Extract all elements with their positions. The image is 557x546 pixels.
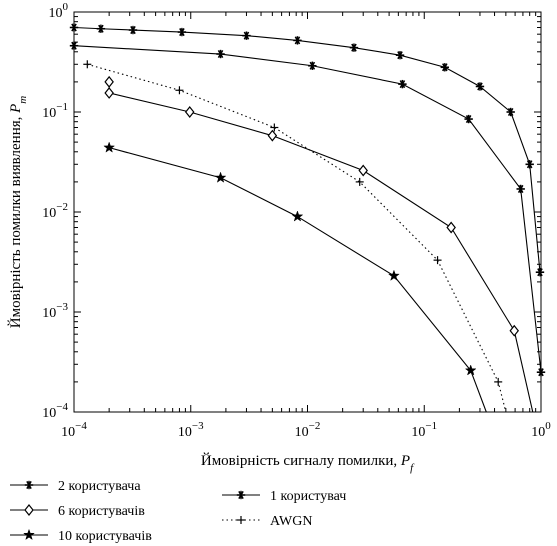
- x-tick-labels: 10−4 10−3 10−2 10−1 100: [61, 420, 551, 440]
- data-point: [433, 256, 442, 265]
- data-point: [267, 129, 278, 142]
- data-point: [525, 160, 534, 169]
- markers-layer: [69, 23, 546, 386]
- data-point: [446, 221, 456, 234]
- plot-area: [73, 11, 542, 413]
- y-tick-label: 10−1: [42, 101, 68, 121]
- legend-item: 2 користувача: [10, 479, 141, 494]
- data-point: [128, 25, 138, 35]
- x-axis-symbol: Pf: [400, 453, 415, 474]
- legend-label: 2 користувача: [58, 479, 141, 494]
- y-tick-label: 10−2: [42, 201, 68, 221]
- x-axis-title: Ймовірність сигналу помилки, Pf: [201, 452, 415, 474]
- data-point: [291, 210, 304, 222]
- data-point: [475, 82, 485, 91]
- legend-item: 10 користувачів: [10, 528, 152, 544]
- series-line-1: [108, 81, 534, 412]
- legend-marker: [23, 528, 35, 541]
- data-point: [270, 123, 279, 132]
- data-point: [494, 377, 503, 386]
- data-point: [358, 164, 368, 177]
- data-point: [214, 171, 227, 183]
- data-point: [535, 268, 545, 277]
- series-line-2: [109, 147, 487, 412]
- data-point: [96, 24, 106, 33]
- y-tick-labels: 10−4 10−3 10−2 10−1 100: [42, 1, 68, 421]
- data-point: [464, 114, 473, 124]
- x-tick-label: 10−4: [61, 420, 87, 440]
- data-point: [536, 368, 546, 377]
- legend-label: 1 користувач: [270, 489, 346, 504]
- legend-label: AWGN: [270, 514, 312, 529]
- data-point: [293, 36, 302, 45]
- data-point: [516, 184, 525, 194]
- data-point: [509, 324, 520, 337]
- legend-label: 10 користувачів: [58, 529, 152, 544]
- legend-marker: [236, 490, 246, 500]
- x-tick-label: 100: [531, 420, 551, 440]
- data-point: [308, 61, 317, 70]
- data-point: [349, 43, 359, 52]
- data-point: [242, 31, 251, 40]
- y-tick-label: 10−4: [42, 401, 68, 421]
- data-point: [177, 27, 187, 37]
- data-point: [355, 177, 364, 186]
- y-tick-label: 10−3: [42, 301, 68, 321]
- x-tick-label: 10−1: [411, 420, 437, 440]
- data-point: [506, 107, 515, 117]
- legend-label: 6 користувачів: [58, 504, 145, 519]
- legend-item: 6 користувачів: [10, 504, 145, 519]
- data-point: [104, 75, 114, 88]
- x-tick-label: 10−3: [178, 420, 204, 440]
- data-point: [104, 87, 114, 99]
- data-point: [83, 60, 92, 69]
- data-point: [440, 63, 450, 72]
- data-point: [395, 50, 405, 60]
- legend-marker: [24, 480, 34, 490]
- legend-item: 1 користувач: [222, 489, 346, 504]
- data-point: [398, 79, 407, 89]
- data-point: [69, 41, 79, 50]
- data-point: [103, 141, 116, 153]
- data-point: [69, 23, 79, 32]
- y-tick-label: 100: [49, 1, 69, 21]
- data-point: [464, 364, 477, 376]
- y-axis-title: Ймовірність помилки виявлення, Pm: [7, 96, 29, 329]
- data-point: [387, 269, 400, 281]
- legend: 2 користувача 6 користувачів 10 користувач…: [10, 479, 346, 544]
- legend-item: AWGN: [222, 514, 312, 529]
- data-point: [175, 86, 184, 95]
- y-axis-symbol: Pm: [8, 96, 29, 114]
- x-tick-label: 10−2: [295, 420, 321, 440]
- data-point: [184, 106, 195, 118]
- legend-marker: [237, 516, 245, 524]
- data-point: [216, 49, 225, 59]
- legend-marker: [24, 504, 34, 516]
